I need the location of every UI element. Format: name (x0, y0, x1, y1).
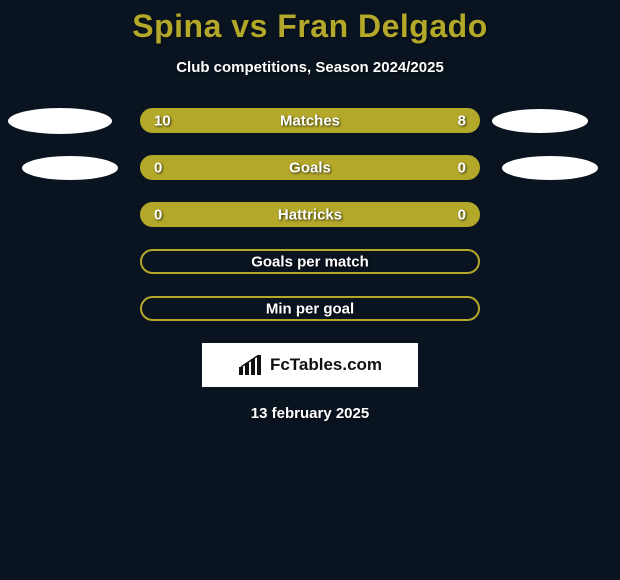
metric-bar: Goals per match (140, 249, 480, 274)
metric-label: Matches (280, 112, 340, 129)
page-title: Spina vs Fran Delgado (0, 8, 620, 45)
metric-value-left: 0 (154, 159, 162, 176)
metric-label: Min per goal (266, 300, 354, 317)
metric-row: 0 0 Hattricks (0, 202, 620, 227)
metric-bar: 0 0 Goals (140, 155, 480, 180)
decor-ellipse (502, 156, 598, 180)
bar-fill-left (142, 157, 310, 178)
metric-label: Goals per match (251, 253, 369, 270)
metric-value-right: 8 (458, 112, 466, 129)
metric-bar: Min per goal (140, 296, 480, 321)
bar-fill-right (330, 110, 478, 131)
metric-row: 10 8 Matches (0, 108, 620, 133)
metric-label: Goals (289, 159, 331, 176)
metrics-container: 10 8 Matches 0 0 Goals 0 0 Hattricks Goals per ma… (0, 108, 620, 321)
metric-row: Goals per match (0, 249, 620, 274)
logo-text: FcTables.com (270, 355, 382, 375)
metric-value-right: 0 (458, 159, 466, 176)
subtitle: Club competitions, Season 2024/2025 (0, 59, 620, 76)
metric-value-left: 10 (154, 112, 171, 129)
metric-row: Min per goal (0, 296, 620, 321)
metric-bar: 0 0 Hattricks (140, 202, 480, 227)
metric-value-right: 0 (458, 206, 466, 223)
metric-row: 0 0 Goals (0, 155, 620, 180)
decor-ellipse (8, 108, 112, 134)
bar-fill-right (310, 157, 478, 178)
bar-chart-icon (238, 355, 264, 375)
metric-label: Hattricks (278, 206, 342, 223)
fctables-logo: FcTables.com (202, 343, 418, 387)
decor-ellipse (22, 156, 118, 180)
metric-value-left: 0 (154, 206, 162, 223)
metric-bar: 10 8 Matches (140, 108, 480, 133)
decor-ellipse (492, 109, 588, 133)
date-label: 13 february 2025 (0, 405, 620, 422)
comparison-infographic: Spina vs Fran Delgado Club competitions,… (0, 0, 620, 580)
